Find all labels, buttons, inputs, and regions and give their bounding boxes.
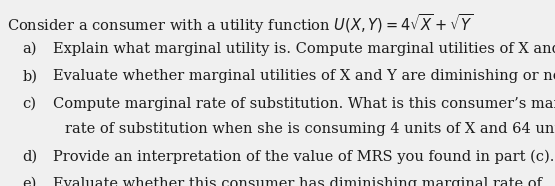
Text: Evaluate whether this consumer has diminishing marginal rate of: Evaluate whether this consumer has dimin… — [53, 177, 542, 186]
Text: Explain what marginal utility is. Compute marginal utilities of X and Y.: Explain what marginal utility is. Comput… — [53, 42, 555, 56]
Text: d): d) — [22, 150, 37, 163]
Text: a): a) — [22, 42, 37, 56]
Text: Provide an interpretation of the value of MRS you found in part (c).: Provide an interpretation of the value o… — [53, 150, 554, 164]
Text: Evaluate whether marginal utilities of X and Y are diminishing or not.: Evaluate whether marginal utilities of X… — [53, 69, 555, 83]
Text: rate of substitution when she is consuming 4 units of X and 64 units of Y.: rate of substitution when she is consumi… — [65, 122, 555, 136]
Text: c): c) — [22, 97, 36, 111]
Text: Consider a consumer with a utility function $U(X,Y) = 4\sqrt{X} + \sqrt{Y}$: Consider a consumer with a utility funct… — [7, 12, 473, 36]
Text: b): b) — [22, 69, 37, 83]
Text: Compute marginal rate of substitution. What is this consumer’s marginal: Compute marginal rate of substitution. W… — [53, 97, 555, 111]
Text: e): e) — [22, 177, 37, 186]
